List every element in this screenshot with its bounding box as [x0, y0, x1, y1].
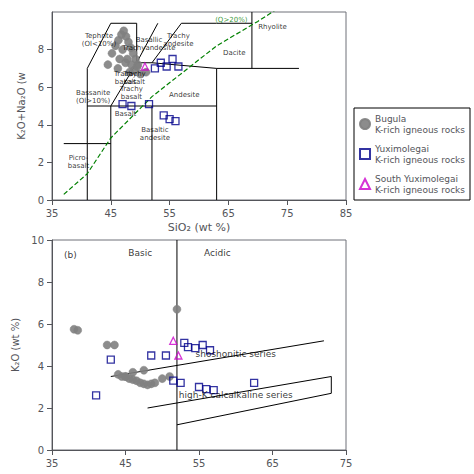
- svg-text:Basalt: Basalt: [115, 110, 137, 118]
- svg-text:Basallic: Basallic: [136, 36, 163, 44]
- svg-text:0: 0: [38, 195, 44, 206]
- svg-text:(b): (b): [64, 250, 77, 260]
- svg-text:(Q>20%): (Q>20%): [215, 16, 248, 24]
- svg-text:55: 55: [193, 458, 206, 469]
- svg-text:andesite: andesite: [140, 134, 170, 142]
- svg-text:Basaltic: Basaltic: [141, 126, 169, 134]
- svg-text:andesite: andesite: [163, 40, 194, 49]
- svg-text:Tephrite: Tephrite: [84, 32, 113, 40]
- svg-text:Rhyolite: Rhyolite: [258, 23, 287, 31]
- svg-text:K-rich igneous rocks: K-rich igneous rocks: [375, 155, 465, 165]
- svg-text:0: 0: [38, 445, 44, 456]
- svg-text:high-K calcalkaline series: high-K calcalkaline series: [179, 390, 293, 400]
- svg-text:K₂O (wt %): K₂O (wt %): [10, 318, 21, 372]
- svg-text:65: 65: [222, 208, 235, 219]
- svg-text:35: 35: [46, 208, 59, 219]
- svg-text:45: 45: [104, 208, 117, 219]
- svg-text:65: 65: [266, 458, 279, 469]
- svg-text:Dacite: Dacite: [223, 49, 246, 57]
- svg-text:2: 2: [38, 403, 44, 414]
- svg-text:4: 4: [38, 119, 44, 130]
- svg-text:75: 75: [340, 458, 353, 469]
- svg-text:45: 45: [119, 458, 132, 469]
- svg-text:SiO₂ (wt %): SiO₂ (wt %): [168, 221, 230, 234]
- svg-text:Andesite: Andesite: [169, 91, 200, 99]
- svg-text:(Ol>10%): (Ol>10%): [76, 97, 111, 105]
- svg-text:South Yuximolegai: South Yuximolegai: [375, 174, 458, 184]
- svg-text:8: 8: [38, 277, 44, 288]
- svg-text:10: 10: [31, 235, 44, 246]
- svg-text:4: 4: [38, 361, 44, 372]
- svg-text:basalt: basalt: [68, 162, 90, 170]
- svg-text:Trachy: Trachy: [119, 85, 143, 93]
- svg-text:85: 85: [340, 208, 353, 219]
- svg-text:Bugula: Bugula: [375, 114, 406, 124]
- svg-text:(Ol<10%): (Ol<10%): [82, 40, 117, 48]
- svg-text:basalt: basalt: [121, 93, 143, 101]
- svg-text:Trachy: Trachy: [166, 32, 190, 40]
- svg-text:K-rich igneous rocks: K-rich igneous rocks: [375, 185, 465, 195]
- svg-text:Trachyandesite: Trachyandesite: [122, 44, 176, 52]
- svg-text:shoshonitic series: shoshonitic series: [196, 349, 277, 359]
- svg-text:Yuximolegai: Yuximolegai: [374, 144, 429, 154]
- svg-text:55: 55: [163, 208, 176, 219]
- svg-text:35: 35: [46, 458, 59, 469]
- svg-text:Bassanite: Bassanite: [76, 89, 110, 97]
- svg-text:6: 6: [38, 319, 44, 330]
- svg-text:Trachy: Trachy: [113, 70, 137, 78]
- svg-text:K₂O+Na₂O (w: K₂O+Na₂O (w: [16, 72, 27, 140]
- svg-text:75: 75: [281, 208, 294, 219]
- svg-text:2: 2: [38, 157, 44, 168]
- svg-text:8: 8: [38, 44, 44, 55]
- svg-text:Basic: Basic: [128, 248, 152, 258]
- svg-text:Picro-: Picro-: [69, 154, 89, 162]
- svg-text:K-rich igneous rocks: K-rich igneous rocks: [375, 125, 465, 135]
- svg-text:Acidic: Acidic: [204, 248, 231, 258]
- svg-text:6: 6: [38, 82, 44, 93]
